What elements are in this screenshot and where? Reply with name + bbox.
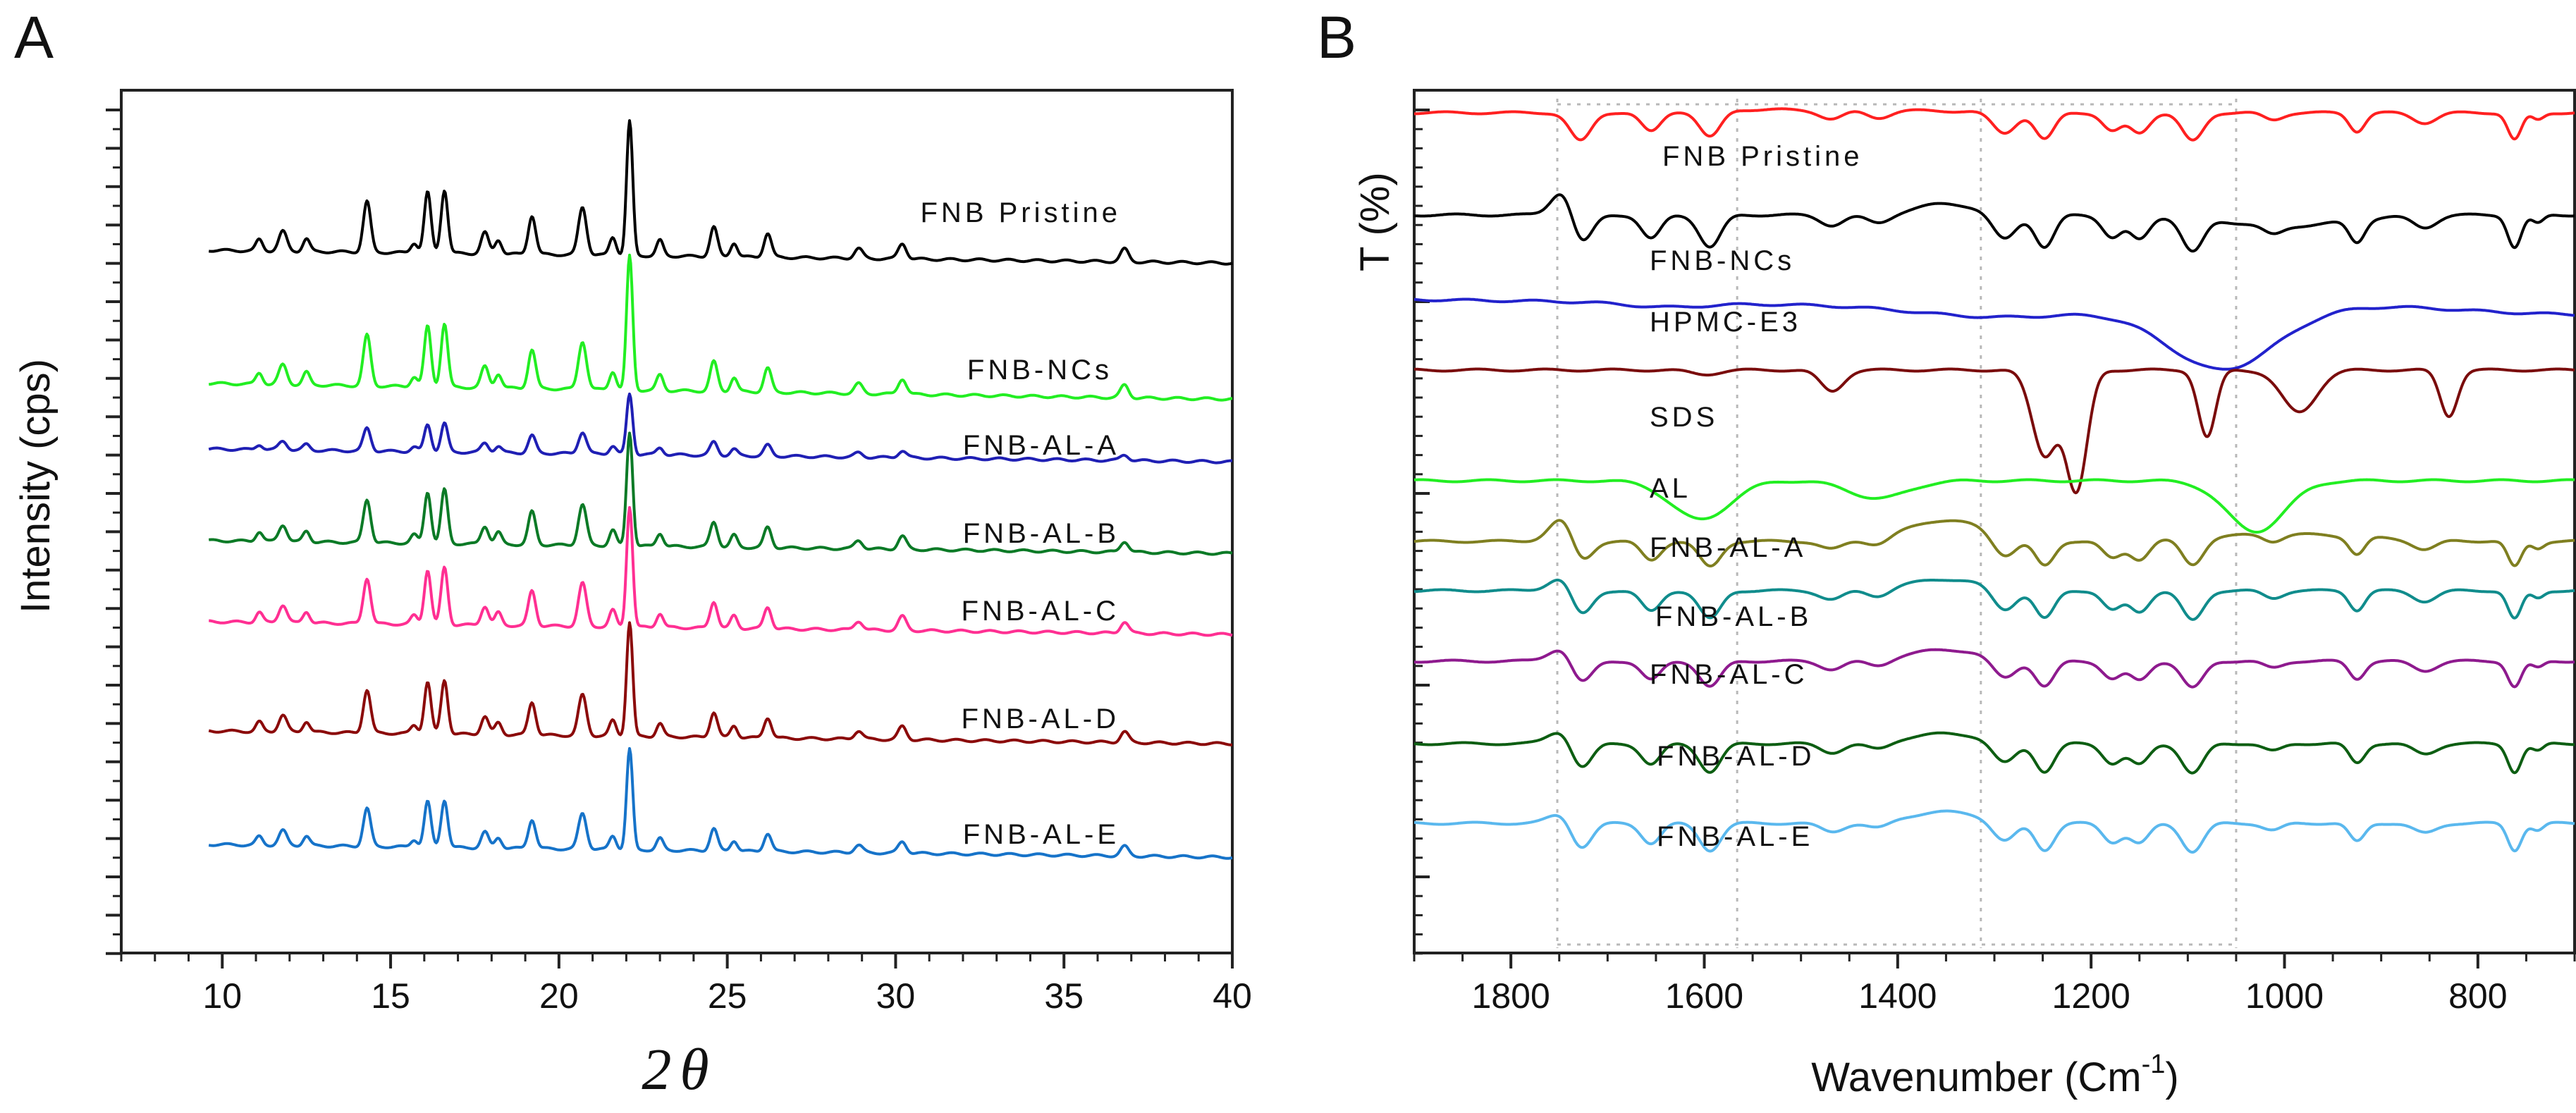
panel-a-letter: A [14, 4, 54, 70]
panel-b-x-axis: 1800 1600 1400 1200 1000 800 [1413, 953, 2576, 1016]
ftir-label-hpmc-e3: HPMC-E3 [1650, 307, 1801, 338]
xrd-trace-fnb-al-c [208, 506, 1233, 637]
x-tick-label-30: 30 [876, 976, 916, 1016]
panel-b-xlabel-superscript: -1 [2142, 1050, 2166, 1079]
x-tick-label-35: 35 [1044, 976, 1084, 1016]
xrd-trace-fnb-al-a [208, 392, 1233, 465]
panel-a-x-axis: 10 15 20 25 30 35 40 [120, 953, 1252, 1016]
ftir-trace-fnb-al-d [1413, 731, 2575, 775]
x-tick-label-20: 20 [539, 976, 579, 1016]
x-tick-label-1400: 1400 [1858, 976, 1937, 1016]
ftir-label-fnb-al-d: FNB-AL-D [1657, 741, 1815, 772]
xrd-trace-fnb-pristine [208, 119, 1233, 266]
ftir-label-fnb-pristine: FNB Pristine [1662, 141, 1863, 172]
panel-a-y-axis [106, 109, 121, 955]
xrd-label-fnb-ncs: FNB-NCs [967, 355, 1112, 386]
panel-a-xlabel-number: 2 [642, 1037, 671, 1102]
xrd-label-fnb-al-e: FNB-AL-E [963, 819, 1120, 850]
ftir-trace-fnb-al-c [1413, 648, 2575, 689]
x-tick-label-25: 25 [708, 976, 747, 1016]
panel-b: B T (%) Wavenumber (Cm-1) 1800 1600 1400 12… [1317, 4, 2576, 1100]
xrd-label-fnb-al-a: FNB-AL-A [963, 430, 1120, 461]
ftir-trace-fnb-al-e [1413, 809, 2575, 854]
xrd-label-fnb-al-b: FNB-AL-B [963, 518, 1120, 549]
x-tick-label-40: 40 [1213, 976, 1252, 1016]
ftir-label-fnb-ncs: FNB-NCs [1650, 245, 1795, 276]
panel-b-letter: B [1317, 4, 1356, 70]
ftir-trace-hpmc-e3 [1413, 297, 2575, 371]
ftir-trace-al [1413, 478, 2575, 534]
xrd-label-fnb-al-c: FNB-AL-C [962, 596, 1120, 627]
x-tick-label-1600: 1600 [1665, 976, 1743, 1016]
xrd-trace-fnb-ncs [208, 253, 1233, 402]
ftir-label-fnb-al-c: FNB-AL-C [1650, 659, 1808, 690]
ftir-trace-fnb-al-b [1413, 578, 2575, 621]
ftir-trace-fnb-al-a [1413, 519, 2575, 567]
panel-a-frame [120, 89, 1234, 954]
panel-b-xlabel: Wavenumber (Cm-1) [1811, 1050, 2179, 1100]
panel-a-traces [208, 119, 1233, 860]
ftir-label-al: AL [1650, 473, 1691, 504]
xrd-label-fnb-pristine: FNB Pristine [921, 197, 1122, 228]
x-tick-label-1800: 1800 [1472, 976, 1550, 1016]
xrd-trace-fnb-al-b [208, 431, 1233, 556]
ftir-label-fnb-al-b: FNB-AL-B [1655, 601, 1812, 632]
xrd-trace-fnb-al-d [208, 621, 1233, 746]
xrd-label-fnb-al-d: FNB-AL-D [962, 703, 1120, 734]
ftir-label-sds: SDS [1650, 402, 1718, 433]
panel-a-legend-labels: FNB Pristine FNB-NCs FNB-AL-A FNB-AL-B FNB-A… [921, 197, 1122, 850]
panel-b-ylabel: T (%) [1352, 172, 1398, 271]
x-tick-label-1200: 1200 [2052, 976, 2130, 1016]
ftir-trace-fnb-pristine [1413, 107, 2575, 142]
ftir-trace-fnb-ncs [1413, 193, 2575, 253]
panel-b-legend-labels: FNB Pristine FNB-NCs HPMC-E3 SDS AL FNB-AL-A F… [1650, 141, 1863, 852]
panel-b-xlabel-main: Wavenumber (Cm [1811, 1054, 2141, 1100]
panel-a-xlabel-theta: θ [680, 1037, 709, 1102]
panel-b-traces [1413, 107, 2575, 854]
x-tick-label-10: 10 [202, 976, 242, 1016]
x-tick-label-800: 800 [2448, 976, 2507, 1016]
x-tick-label-1000: 1000 [2245, 976, 2324, 1016]
x-tick-label-15: 15 [371, 976, 410, 1016]
panel-b-y-axis [1414, 109, 1430, 955]
panel-a-ylabel: Intensity (cps) [13, 359, 59, 613]
ftir-label-fnb-al-e: FNB-AL-E [1657, 821, 1813, 852]
panel-b-reference-lines [1556, 99, 2238, 948]
xrd-trace-fnb-al-e [208, 746, 1233, 860]
ftir-trace-sds [1413, 367, 2575, 495]
ftir-label-fnb-al-a: FNB-AL-A [1650, 532, 1806, 563]
panel-b-xlabel-close: ) [2165, 1054, 2178, 1100]
